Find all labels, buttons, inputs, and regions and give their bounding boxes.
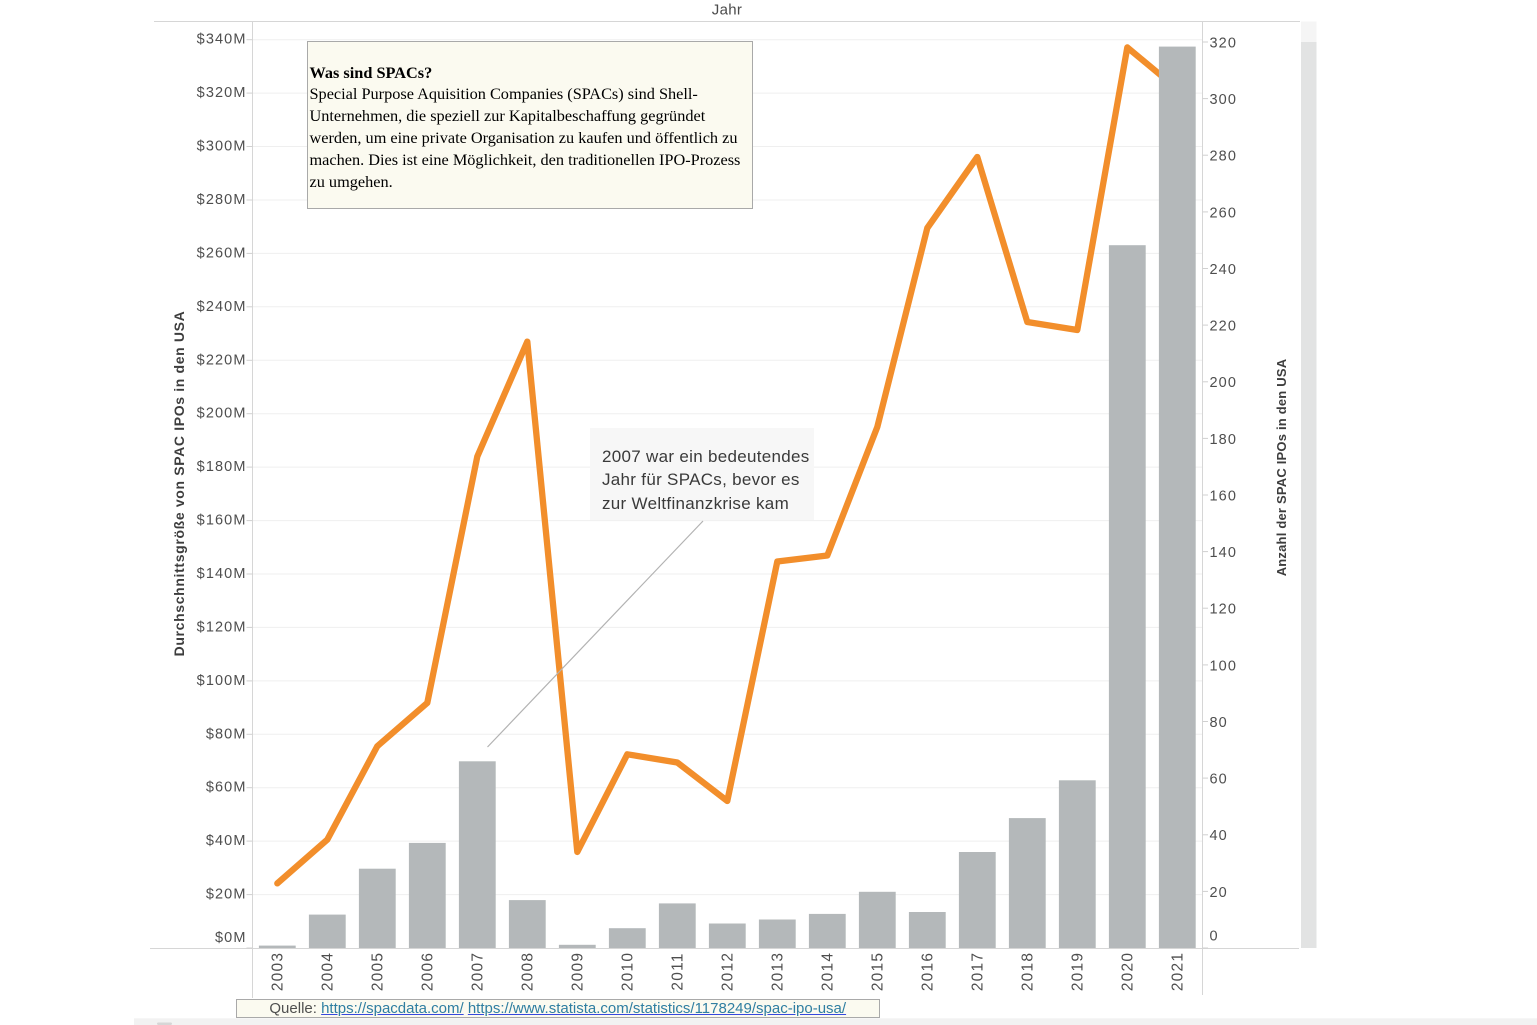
svg-text:2012: 2012	[720, 952, 737, 991]
svg-text:260: 260	[1210, 205, 1238, 221]
svg-text:80: 80	[1210, 715, 1228, 731]
svg-text:140: 140	[1210, 545, 1238, 561]
svg-text:$260M: $260M	[197, 245, 247, 261]
svg-text:$200M: $200M	[197, 406, 247, 422]
svg-text:2016: 2016	[920, 952, 937, 991]
svg-text:2018: 2018	[1020, 952, 1037, 991]
svg-text:2017: 2017	[970, 952, 987, 991]
svg-text:$40M: $40M	[206, 833, 247, 849]
svg-text:2013: 2013	[770, 952, 787, 991]
svg-text:2007: 2007	[470, 952, 487, 991]
svg-text:Anzahl der SPAC IPOs in den US: Anzahl der SPAC IPOs in den USA	[1274, 358, 1289, 576]
svg-text:2005: 2005	[370, 952, 387, 991]
svg-text:$100M: $100M	[197, 673, 247, 689]
svg-text:Jahr: Jahr	[712, 2, 742, 19]
svg-text:$60M: $60M	[206, 780, 247, 796]
svg-text:100: 100	[1210, 658, 1238, 674]
svg-text:$180M: $180M	[197, 459, 247, 475]
svg-text:160: 160	[1210, 488, 1238, 504]
svg-text:2004: 2004	[320, 952, 337, 991]
svg-text:$20M: $20M	[206, 887, 247, 903]
svg-text:320: 320	[1210, 35, 1238, 51]
svg-text:$140M: $140M	[197, 566, 247, 582]
svg-text:$340M: $340M	[197, 32, 247, 48]
svg-text:$280M: $280M	[197, 192, 247, 208]
svg-text:$320M: $320M	[197, 85, 247, 101]
svg-text:2014: 2014	[820, 952, 837, 991]
svg-text:220: 220	[1210, 319, 1238, 335]
svg-text:Durchschnittsgröße von SPAC IP: Durchschnittsgröße von SPAC IPOs in den …	[171, 311, 187, 657]
svg-text:300: 300	[1210, 92, 1238, 108]
svg-text:20: 20	[1210, 885, 1228, 901]
svg-text:2006: 2006	[420, 952, 437, 991]
svg-text:2009: 2009	[570, 952, 587, 991]
svg-text:$300M: $300M	[197, 139, 247, 155]
svg-text:2015: 2015	[870, 952, 887, 991]
svg-text:120: 120	[1210, 602, 1238, 618]
svg-text:2010: 2010	[620, 952, 637, 991]
svg-text:180: 180	[1210, 432, 1238, 448]
svg-text:240: 240	[1210, 262, 1238, 278]
svg-text:2011: 2011	[670, 952, 687, 990]
svg-text:60: 60	[1210, 772, 1228, 788]
svg-text:2003: 2003	[270, 952, 287, 991]
svg-text:$80M: $80M	[206, 726, 247, 742]
svg-text:$220M: $220M	[197, 352, 247, 368]
svg-text:0: 0	[1210, 929, 1219, 945]
svg-text:$0M: $0M	[215, 930, 247, 946]
svg-text:$160M: $160M	[197, 513, 247, 529]
svg-text:2020: 2020	[1120, 952, 1137, 991]
svg-text:$120M: $120M	[197, 619, 247, 635]
svg-text:2019: 2019	[1070, 952, 1087, 991]
svg-text:2008: 2008	[520, 952, 537, 991]
svg-text:280: 280	[1210, 149, 1238, 165]
svg-text:2021: 2021	[1170, 952, 1187, 991]
svg-text:200: 200	[1210, 375, 1238, 391]
svg-text:40: 40	[1210, 828, 1228, 844]
svg-text:$240M: $240M	[197, 299, 247, 315]
